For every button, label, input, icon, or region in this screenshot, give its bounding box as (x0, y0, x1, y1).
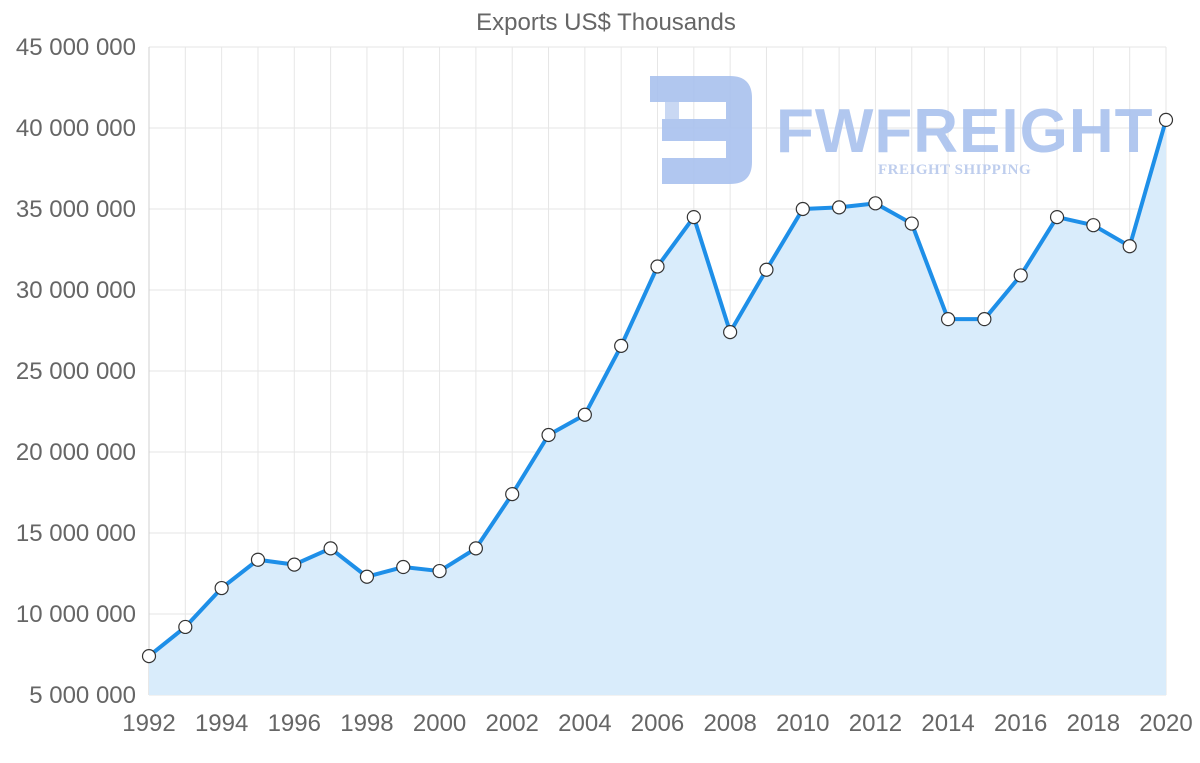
data-point[interactable] (759, 262, 774, 277)
x-tick-label: 2012 (849, 710, 902, 737)
x-tick-label: 2020 (1139, 710, 1192, 737)
data-point[interactable] (141, 649, 157, 664)
y-tick-label: 35 000 000 (16, 196, 136, 223)
data-point[interactable] (650, 259, 665, 274)
fwfreight-watermark: FWFREIGHT FREIGHT SHIPPING (650, 76, 1154, 184)
data-point[interactable] (795, 201, 810, 217)
data-point[interactable] (359, 569, 375, 584)
area-fill-layer (149, 119, 1166, 695)
data-point[interactable] (1013, 268, 1028, 283)
data-point[interactable] (1086, 218, 1101, 233)
data-point[interactable] (178, 619, 193, 635)
y-tick-label: 20 000 000 (16, 439, 136, 466)
y-axis-ticks: 5 000 000 10 000 000 15 000 000 20 000 000 2… (16, 34, 136, 709)
x-tick-label: 2006 (631, 710, 684, 737)
data-point[interactable] (432, 563, 447, 579)
chart-title: Exports US$ Thousands (476, 9, 736, 36)
data-point[interactable] (904, 216, 919, 231)
data-point[interactable] (468, 541, 483, 556)
x-tick-label: 2000 (413, 710, 466, 737)
y-tick-label: 5 000 000 (29, 682, 136, 709)
data-point[interactable] (214, 580, 229, 596)
data-point[interactable] (686, 210, 701, 225)
data-point[interactable] (250, 552, 266, 567)
data-point[interactable] (1049, 210, 1065, 225)
data-point[interactable] (577, 407, 592, 422)
watermark-tagline: FREIGHT SHIPPING (878, 162, 1031, 178)
x-tick-label: 1992 (122, 710, 175, 737)
fwfreight-logo-icon (650, 76, 752, 184)
data-points (141, 112, 1174, 664)
x-tick-label: 2008 (703, 710, 756, 737)
y-tick-label: 45 000 000 (16, 34, 136, 61)
x-tick-label: 2014 (921, 710, 974, 737)
x-tick-label: 2016 (994, 710, 1047, 737)
y-tick-label: 10 000 000 (16, 601, 136, 628)
data-point[interactable] (505, 487, 520, 502)
data-point[interactable] (396, 559, 411, 575)
data-point[interactable] (868, 196, 883, 211)
y-tick-label: 25 000 000 (16, 358, 136, 385)
x-tick-label: 1998 (340, 710, 393, 737)
y-tick-label: 15 000 000 (16, 520, 136, 547)
data-point[interactable] (541, 427, 556, 443)
x-axis-ticks: 1992 1994 1996 1998 2000 2002 2004 2006 2008 2010… (122, 710, 1192, 737)
x-tick-label: 1996 (268, 710, 321, 737)
data-point[interactable] (977, 312, 992, 327)
data-point[interactable] (832, 200, 847, 215)
data-point[interactable] (614, 338, 629, 353)
series-area (149, 119, 1166, 695)
x-tick-label: 1994 (195, 710, 248, 737)
data-point[interactable] (287, 557, 302, 572)
x-tick-label: 2002 (486, 710, 539, 737)
watermark-brand: FWFREIGHT (776, 97, 1154, 166)
data-point[interactable] (940, 312, 956, 327)
x-tick-label: 2004 (558, 710, 611, 737)
x-tick-label: 2010 (776, 710, 829, 737)
y-tick-label: 30 000 000 (16, 277, 136, 304)
data-point[interactable] (1122, 239, 1137, 254)
data-point[interactable] (1158, 112, 1174, 128)
data-point[interactable] (323, 541, 338, 556)
y-tick-label: 40 000 000 (16, 115, 136, 142)
x-tick-label: 2018 (1067, 710, 1120, 737)
data-point[interactable] (723, 325, 738, 340)
